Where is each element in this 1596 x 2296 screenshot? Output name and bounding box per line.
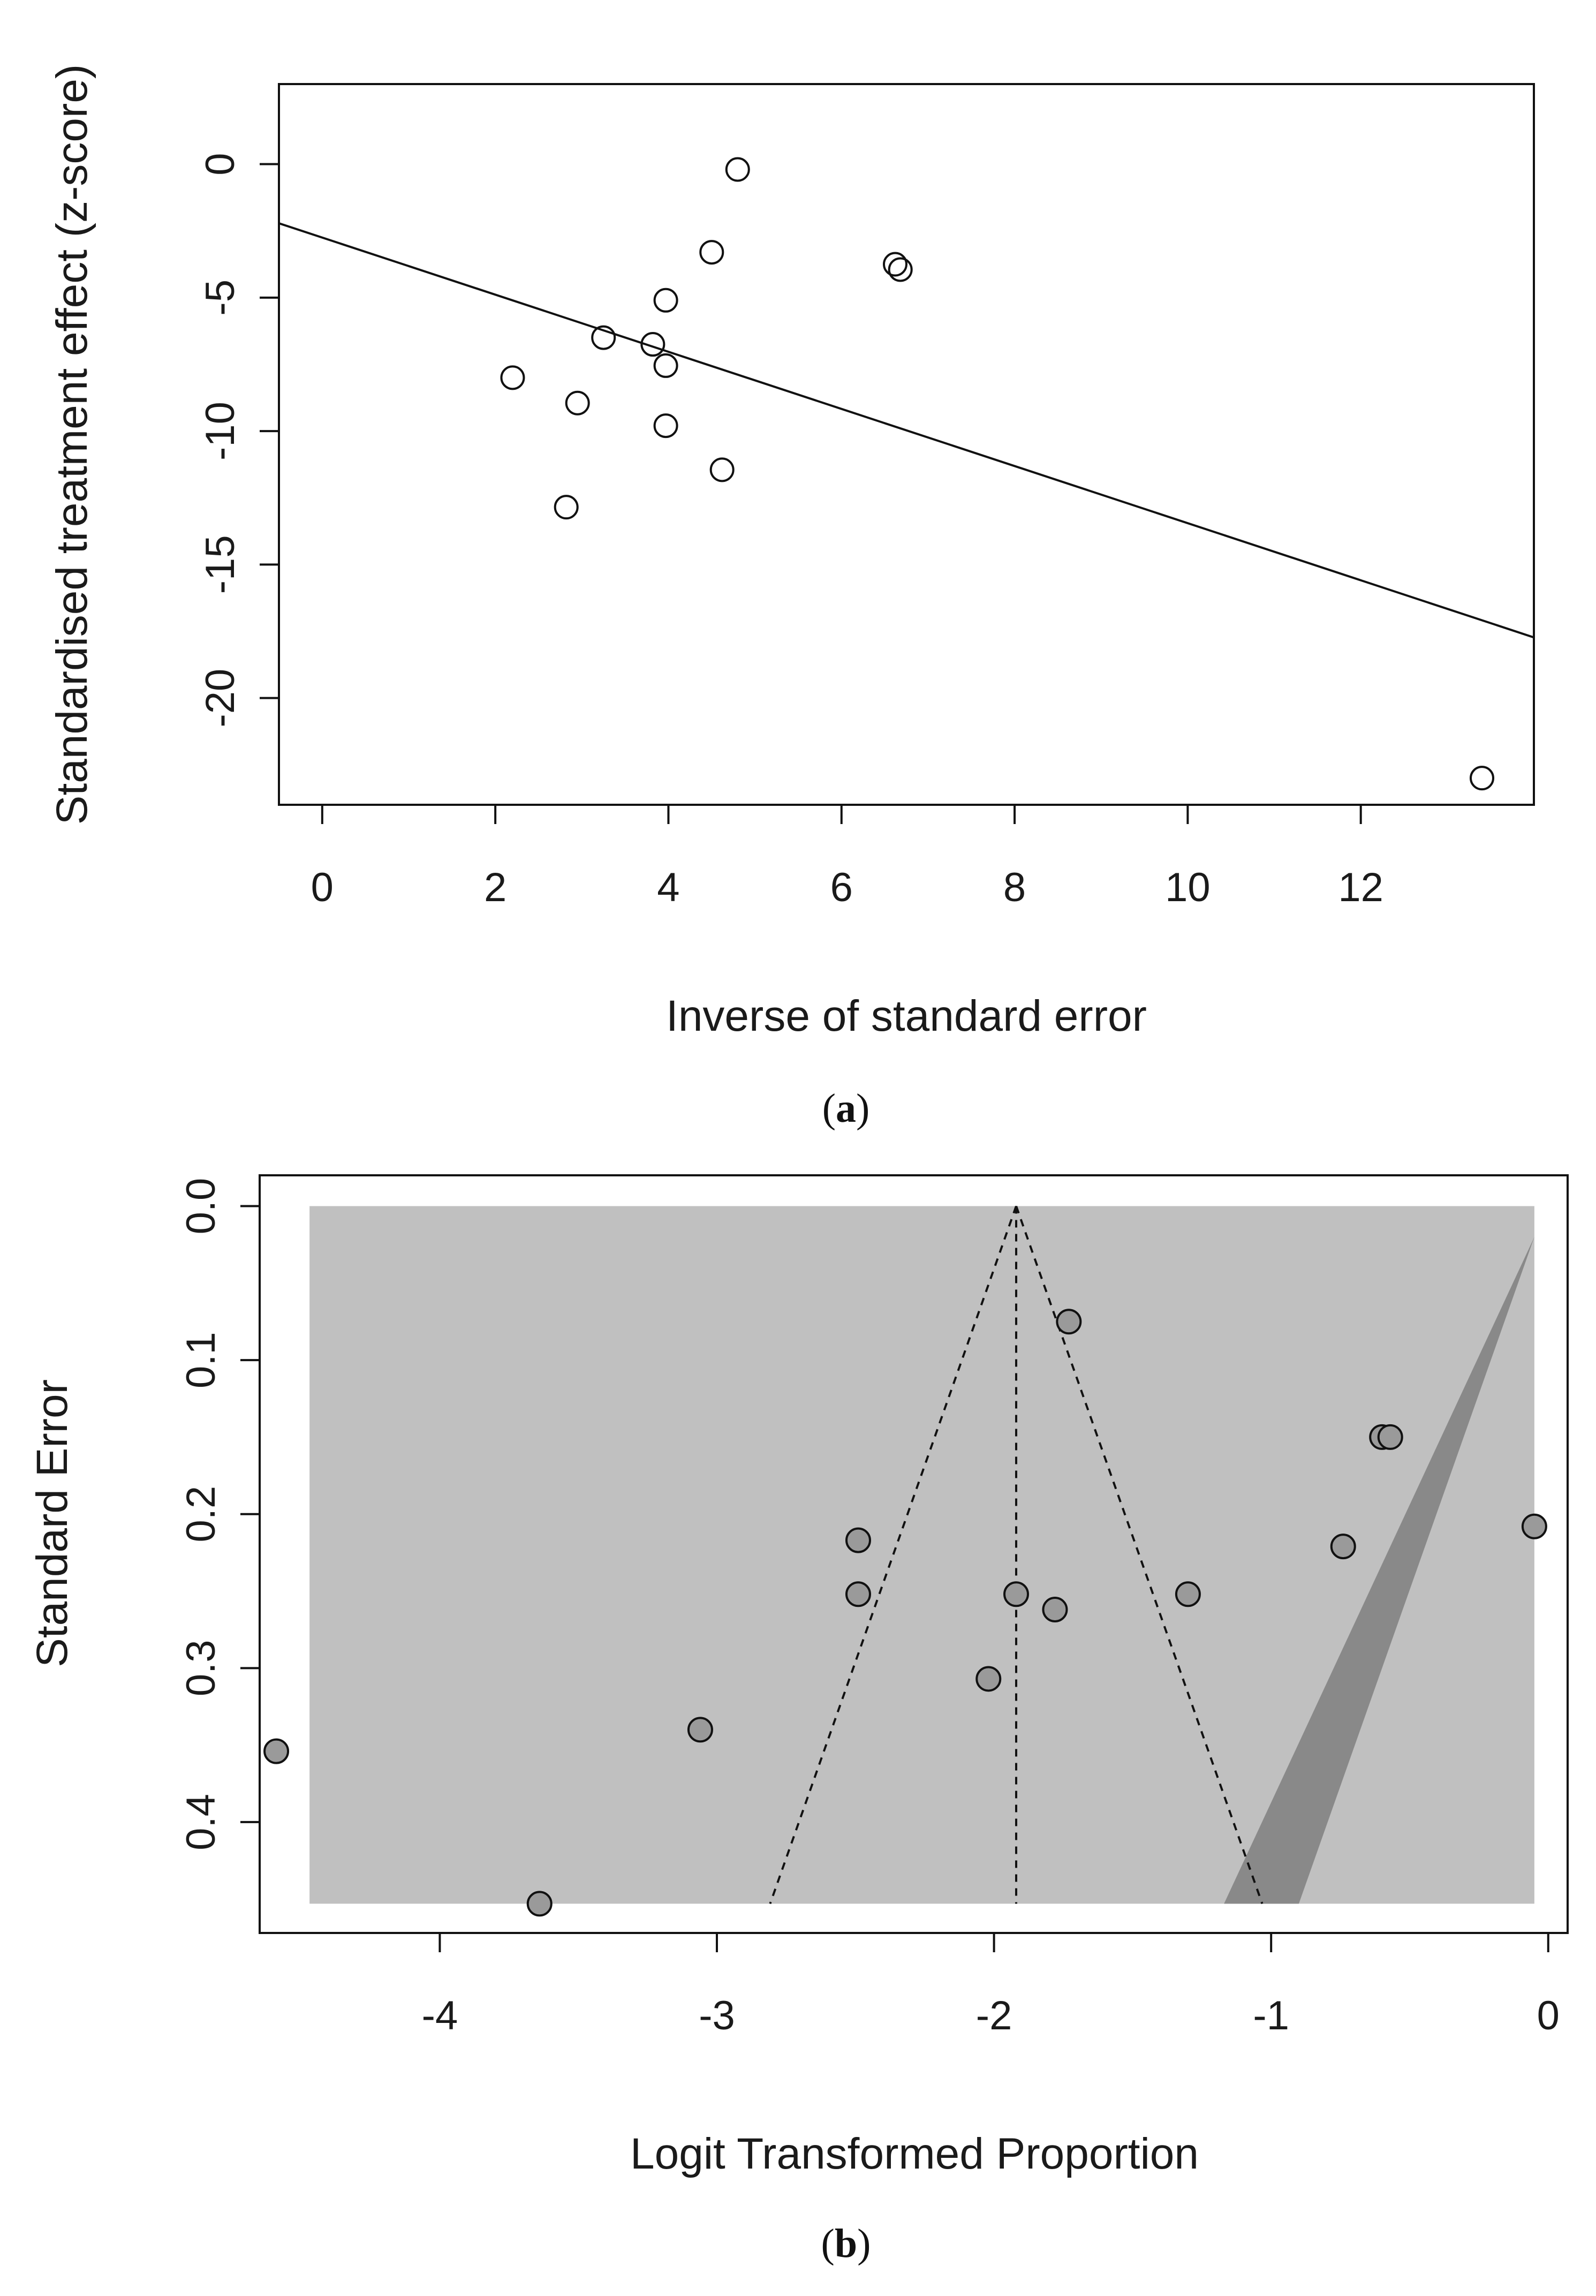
panel-b-data-point: [845, 1581, 871, 1607]
panel-a: 0 2 4 6 8 10 12 0 -5 -10 -15 -20 Inverse of standa…: [48, 64, 1535, 1131]
panel-a-x-tick-label: 8: [1003, 865, 1026, 910]
panel-a-x-tick-label: 2: [484, 865, 506, 910]
panel-b-caption: (b): [821, 2221, 871, 2266]
panel-a-data-point: [709, 457, 735, 482]
panel-b-data-point: [687, 1717, 713, 1743]
panel-a-x-tick-label: 4: [657, 865, 679, 910]
panel-a-plot-frame: [278, 83, 1535, 806]
panel-a-x-label: Inverse of standard error: [666, 992, 1147, 1040]
panel-a-caption-letter: a: [836, 1086, 856, 1131]
panel-a-data-point: [554, 495, 579, 520]
panel-a-x-tick-label: 10: [1165, 865, 1211, 910]
panel-a-data-point: [888, 257, 913, 282]
panel-b-x-axis: -4 -3 -2 -1 0: [422, 1932, 1560, 2038]
panel-a-data-point: [725, 157, 750, 182]
panel-b-data-point: [845, 1527, 871, 1553]
panel-b-data-point: [263, 1738, 290, 1764]
panel-a-data-point: [653, 353, 678, 378]
panel-b-x-tick-label: 0: [1537, 1993, 1560, 2038]
panel-b-y-tick-label: 0.1: [178, 1332, 224, 1388]
panel-b-y-axis: 0.0 0.1 0.2 0.3 0.4: [178, 1178, 260, 1851]
panel-a-regression-line: [279, 222, 1534, 639]
panel-b-x-tick-label: -1: [1253, 1993, 1289, 2038]
panel-b-data-point: [1377, 1424, 1403, 1450]
panel-a-x-tick-label: 12: [1338, 865, 1383, 910]
panel-b-caption-letter: b: [835, 2221, 857, 2266]
panel-b-funnel-left-line: [769, 1205, 1017, 1905]
panel-a-data-point: [565, 390, 590, 416]
panel-a-y-tick-label: -5: [198, 280, 243, 316]
panel-a-data-point: [882, 252, 907, 277]
panel-a-caption: (a): [822, 1086, 870, 1131]
panel-b-x-tick-label: -3: [699, 1993, 735, 2038]
panel-a-y-tick-label: -15: [198, 535, 243, 594]
panel-b-y-tick-label: 0.2: [178, 1486, 224, 1543]
panel-a-y-tick-label: 0: [198, 153, 243, 175]
panel-b: -4 -3 -2 -1 0 0.0 0.1 0.2 0.3 0.4 Logit Transfor…: [28, 1174, 1569, 2266]
panel-b-x-tick-label: -4: [422, 1993, 458, 2038]
panel-b-data-point: [1056, 1309, 1082, 1335]
panel-b-y-label: Standard Error: [28, 1379, 77, 1667]
panel-b-points: [263, 1309, 1547, 1917]
panel-b-y-tick-label: 0.4: [178, 1794, 224, 1851]
panel-b-funnel-right-line: [1015, 1205, 1264, 1905]
panel-a-y-tick-label: -20: [198, 669, 243, 728]
panel-b-data-point: [1175, 1581, 1201, 1607]
panel-a-data-point: [653, 413, 678, 439]
panel-b-data-point: [1003, 1581, 1030, 1607]
panel-a-data-point: [699, 240, 724, 265]
panel-a-y-axis: 0 -5 -10 -15 -20: [198, 153, 279, 728]
panel-b-x-tick-label: -2: [976, 1993, 1012, 2038]
panel-b-y-tick-label: 0.3: [178, 1640, 224, 1696]
panel-a-points: [500, 157, 1495, 791]
panel-a-data-point: [591, 325, 616, 350]
panel-b-data-point: [1521, 1513, 1547, 1539]
panel-a-y-label: Standardised treatment effect (z-score): [48, 64, 96, 825]
panel-b-dark-region: [1224, 1237, 1534, 1904]
panel-b-x-label: Logit Transformed Proportion: [630, 2129, 1199, 2178]
panel-a-data-point: [640, 332, 665, 357]
panel-a-x-tick-label: 0: [311, 865, 334, 910]
panel-b-y-tick-label: 0.0: [178, 1178, 224, 1235]
panel-b-light-region: [309, 1206, 1534, 1904]
panel-b-data-point: [1042, 1597, 1068, 1623]
panel-a-x-tick-label: 6: [830, 865, 853, 910]
panel-a-y-tick-label: -10: [198, 402, 243, 460]
panel-b-data-point: [975, 1666, 1002, 1692]
panel-a-x-axis: 0 2 4 6 8 10 12: [311, 804, 1383, 910]
panel-b-data-point: [1330, 1534, 1356, 1560]
panel-a-data-point: [1470, 766, 1495, 791]
panel-a-data-point: [500, 365, 525, 390]
panel-b-data-point: [526, 1891, 553, 1917]
panel-a-data-point: [653, 288, 678, 313]
